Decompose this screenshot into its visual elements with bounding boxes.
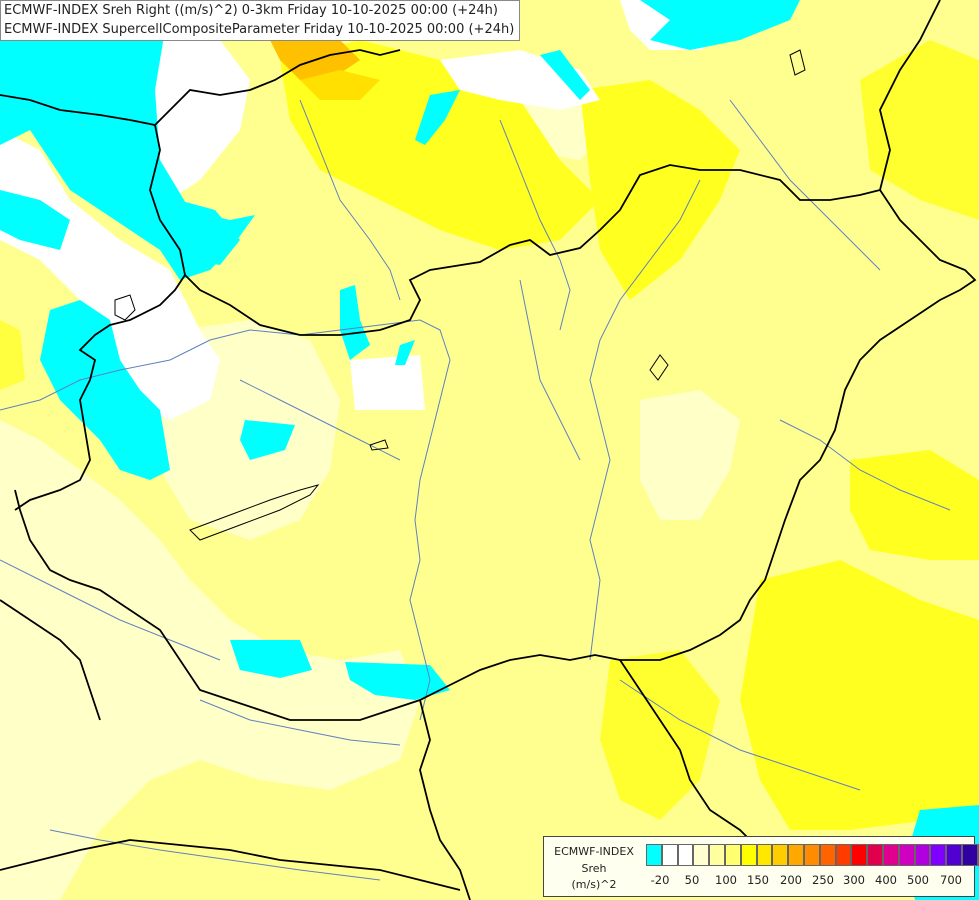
legend-ticks: -20 50 100 150 200 250 300 400 500 700 (646, 873, 966, 889)
border-czech-slovak-vertical (149, 124, 186, 276)
border-bosnia (0, 839, 461, 891)
legend-tick-label: 50 (684, 873, 700, 887)
header-title-line1: ECMWF-INDEX Sreh Right ((m/s)^2) 0-3km F… (4, 3, 498, 18)
legend-swatch (882, 844, 899, 866)
legend-tick-label: 300 (843, 873, 865, 887)
legend-title: ECMWF-INDEX (554, 845, 634, 858)
legend-swatch (898, 844, 915, 866)
river-tisza (589, 179, 701, 661)
legend-swatch (661, 844, 678, 866)
lake-small2 (789, 49, 806, 76)
field-white-north (150, 30, 250, 200)
rivers (0, 99, 951, 881)
field-pale-west (0, 420, 420, 900)
river-north (299, 99, 401, 301)
field-cyan-south2 (345, 662, 450, 700)
map-header: ECMWF-INDEX Sreh Right ((m/s)^2) 0-3km F… (0, 0, 520, 41)
river-sava (49, 829, 381, 881)
field-cyan-west2 (0, 190, 70, 250)
legend-tick-label: 400 (875, 873, 897, 887)
legend-swatch (977, 844, 979, 866)
legend-swatch (740, 844, 757, 866)
legend-tick-label: 700 (940, 873, 962, 887)
border-hungary-slovakia (184, 164, 881, 336)
field-pale-east (640, 390, 740, 520)
legend-tick-label: 500 (907, 873, 929, 887)
field-cyan-west (0, 0, 255, 280)
river-danube-west (0, 319, 451, 721)
lakes (114, 49, 806, 541)
legend-swatch (724, 844, 741, 866)
legend-unit: (m/s)^2 (571, 878, 617, 891)
legend-swatch (961, 844, 978, 866)
field-cyan-north-strip (415, 90, 460, 145)
river-ne2 (499, 119, 571, 331)
field-orange-north (270, 30, 360, 80)
field-cyan-lake1 (240, 420, 295, 460)
legend-swatch (930, 844, 947, 866)
legend-swatch (677, 844, 694, 866)
border-austria-czech (0, 49, 401, 126)
field-white-west (0, 130, 220, 420)
legend-swatch (772, 844, 789, 866)
legend-swatch (709, 844, 725, 866)
legend-swatch (803, 844, 820, 866)
header-title-line2: ECMWF-INDEX SupercellCompositeParameter … (4, 22, 515, 37)
legend-tick-label: 100 (715, 873, 737, 887)
lake-neusiedl (114, 294, 136, 321)
field-gold-north (300, 70, 380, 100)
border-croatia-slovenia (0, 599, 101, 721)
lake-balaton (189, 484, 320, 541)
border-serbia-croatia (419, 699, 471, 900)
legend-variable: Sreh (581, 862, 607, 875)
legend-swatch (788, 844, 804, 866)
field-yellow-ne (580, 80, 740, 300)
river-drava (199, 699, 401, 746)
field-yellow-far-ne (860, 40, 979, 220)
legend-swatch (867, 844, 883, 866)
field-cyan-mid-west (40, 300, 170, 480)
legend-swatch (646, 844, 662, 866)
legend-swatch (693, 844, 710, 866)
field-yellow-east (850, 450, 979, 560)
legend-swatch (914, 844, 931, 866)
border-hungary-ukraine-romania (14, 189, 977, 721)
lake-small1 (369, 439, 389, 451)
legend-swatches (646, 844, 979, 866)
field-cyan-ne-strip (540, 50, 590, 100)
border-romania-serbia (619, 659, 761, 851)
field-cyan-top-right (640, 0, 800, 50)
legend-swatch (835, 844, 852, 866)
legend-swatch (819, 844, 836, 866)
legend-swatch (946, 844, 962, 866)
legend-tick-label: 200 (780, 873, 802, 887)
field-cyan-center (340, 285, 370, 360)
legend-tick-label: 250 (812, 873, 834, 887)
field-cyan-center2 (395, 340, 415, 365)
field-cyan-west-strip (160, 195, 240, 265)
color-legend: ECMWF-INDEX Sreh (m/s)^2 -20 50 100 150 200 2… (543, 836, 979, 897)
field-white-center (350, 355, 425, 410)
lake-small3 (649, 354, 669, 381)
river-east (779, 419, 951, 511)
river-center2 (239, 379, 401, 461)
field-cyan-south1 (230, 640, 312, 678)
legend-swatch (851, 844, 868, 866)
border-austria-hungary (14, 274, 186, 511)
legend-swatch (756, 844, 773, 866)
legend-tick-label: 150 (747, 873, 769, 887)
river-se (619, 679, 861, 791)
border-ne-poland (879, 0, 941, 191)
field-yellow-west-spot (0, 320, 25, 390)
river-ne (729, 99, 881, 271)
river-center (519, 279, 581, 461)
legend-tick-label: -20 (650, 873, 670, 887)
river-west (0, 559, 221, 661)
